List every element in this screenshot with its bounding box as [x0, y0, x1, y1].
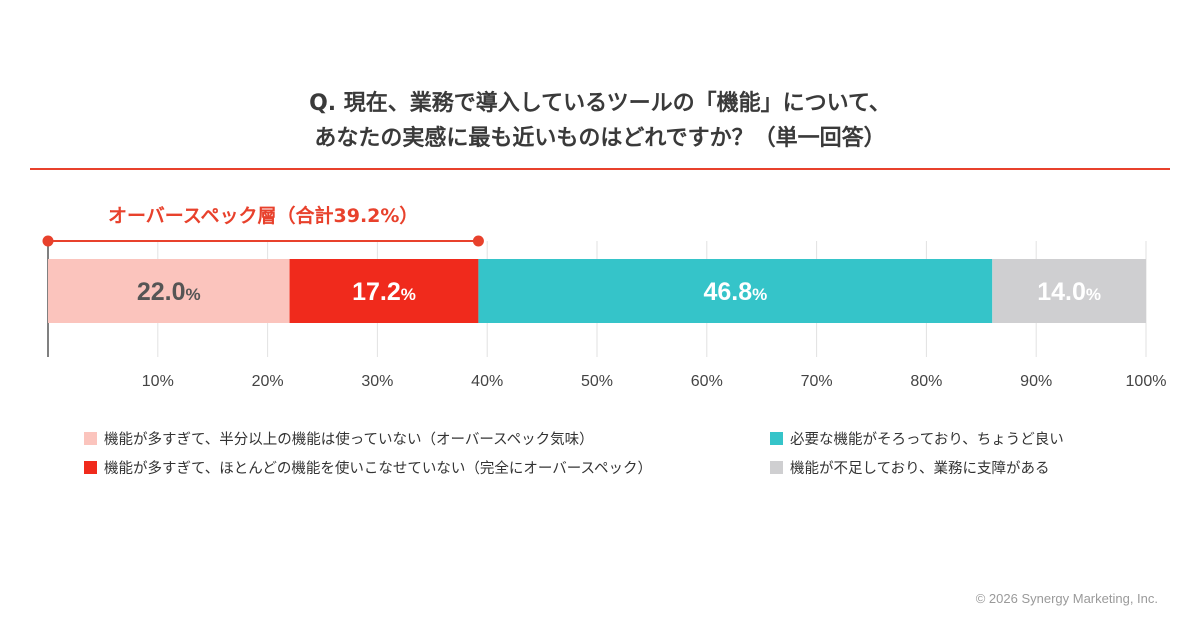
legend-item-1: 機能が多すぎて、半分以上の機能は使っていない（オーバースペック気味）	[84, 430, 594, 450]
annotation-end-dot	[472, 235, 484, 247]
bar-segment-3	[478, 259, 993, 323]
legend-swatch-4	[770, 461, 783, 474]
legend-swatch-3	[770, 432, 783, 445]
legend-label-4: 機能が不足しており、業務に支障がある	[790, 461, 1050, 477]
legend-item-2: 機能が多すぎて、ほとんどの機能を使いこなせていない（完全にオーバースペック）	[84, 459, 652, 479]
tick-label-4: 40%	[471, 373, 503, 390]
legend-item-4: 機能が不足しており、業務に支障がある	[770, 459, 1050, 479]
tick-label-8: 80%	[910, 373, 942, 390]
tick-label-5: 50%	[581, 373, 613, 390]
tick-label-10: 100%	[1126, 373, 1167, 390]
bar-segment-4	[992, 259, 1146, 323]
chart-title: Q. 現在、業務で導入しているツールの「機能」について、 あなたの実感に最も近い…	[0, 86, 1200, 156]
tick-label-1: 10%	[142, 373, 174, 390]
data-label-2: 17.2%	[352, 278, 416, 306]
tick-label-2: 20%	[252, 373, 284, 390]
bar-segment-1	[48, 259, 290, 323]
annotation-label: オーバースペック層（合計39.2%）	[108, 204, 418, 227]
legend-label-1: 機能が多すぎて、半分以上の機能は使っていない（オーバースペック気味）	[104, 432, 594, 448]
legend-swatch-1	[84, 432, 97, 445]
legend-swatch-2	[84, 461, 97, 474]
bar-segment-2	[289, 259, 479, 323]
stacked-bar-chart: 22.0% 17.2% 46.8% 14.0% 10% 20% 30% 40% 50% 60% 70…	[42, 204, 1167, 390]
data-label-1: 22.0%	[137, 278, 201, 306]
tick-label-3: 30%	[361, 373, 393, 390]
chart-title-line-2: あなたの実感に最も近いものはどれですか？（単一回答）	[314, 126, 886, 151]
legend-item-3: 必要な機能がそろっており、ちょうど良い	[770, 430, 1064, 450]
tick-label-6: 60%	[691, 373, 723, 390]
data-label-3: 46.8%	[703, 278, 767, 306]
title-divider	[30, 168, 1170, 170]
legend-label-3: 必要な機能がそろっており、ちょうど良い	[790, 432, 1064, 448]
annotation-start-dot	[42, 235, 54, 247]
copyright-notice: © 2026 Synergy Marketing, Inc.	[975, 591, 1158, 606]
legend-label-2: 機能が多すぎて、ほとんどの機能を使いこなせていない（完全にオーバースペック）	[104, 461, 652, 477]
chart-title-line-1: Q. 現在、業務で導入しているツールの「機能」について、	[309, 91, 891, 116]
tick-label-7: 70%	[801, 373, 833, 390]
tick-label-9: 90%	[1020, 373, 1052, 390]
data-label-4: 14.0%	[1037, 278, 1101, 306]
